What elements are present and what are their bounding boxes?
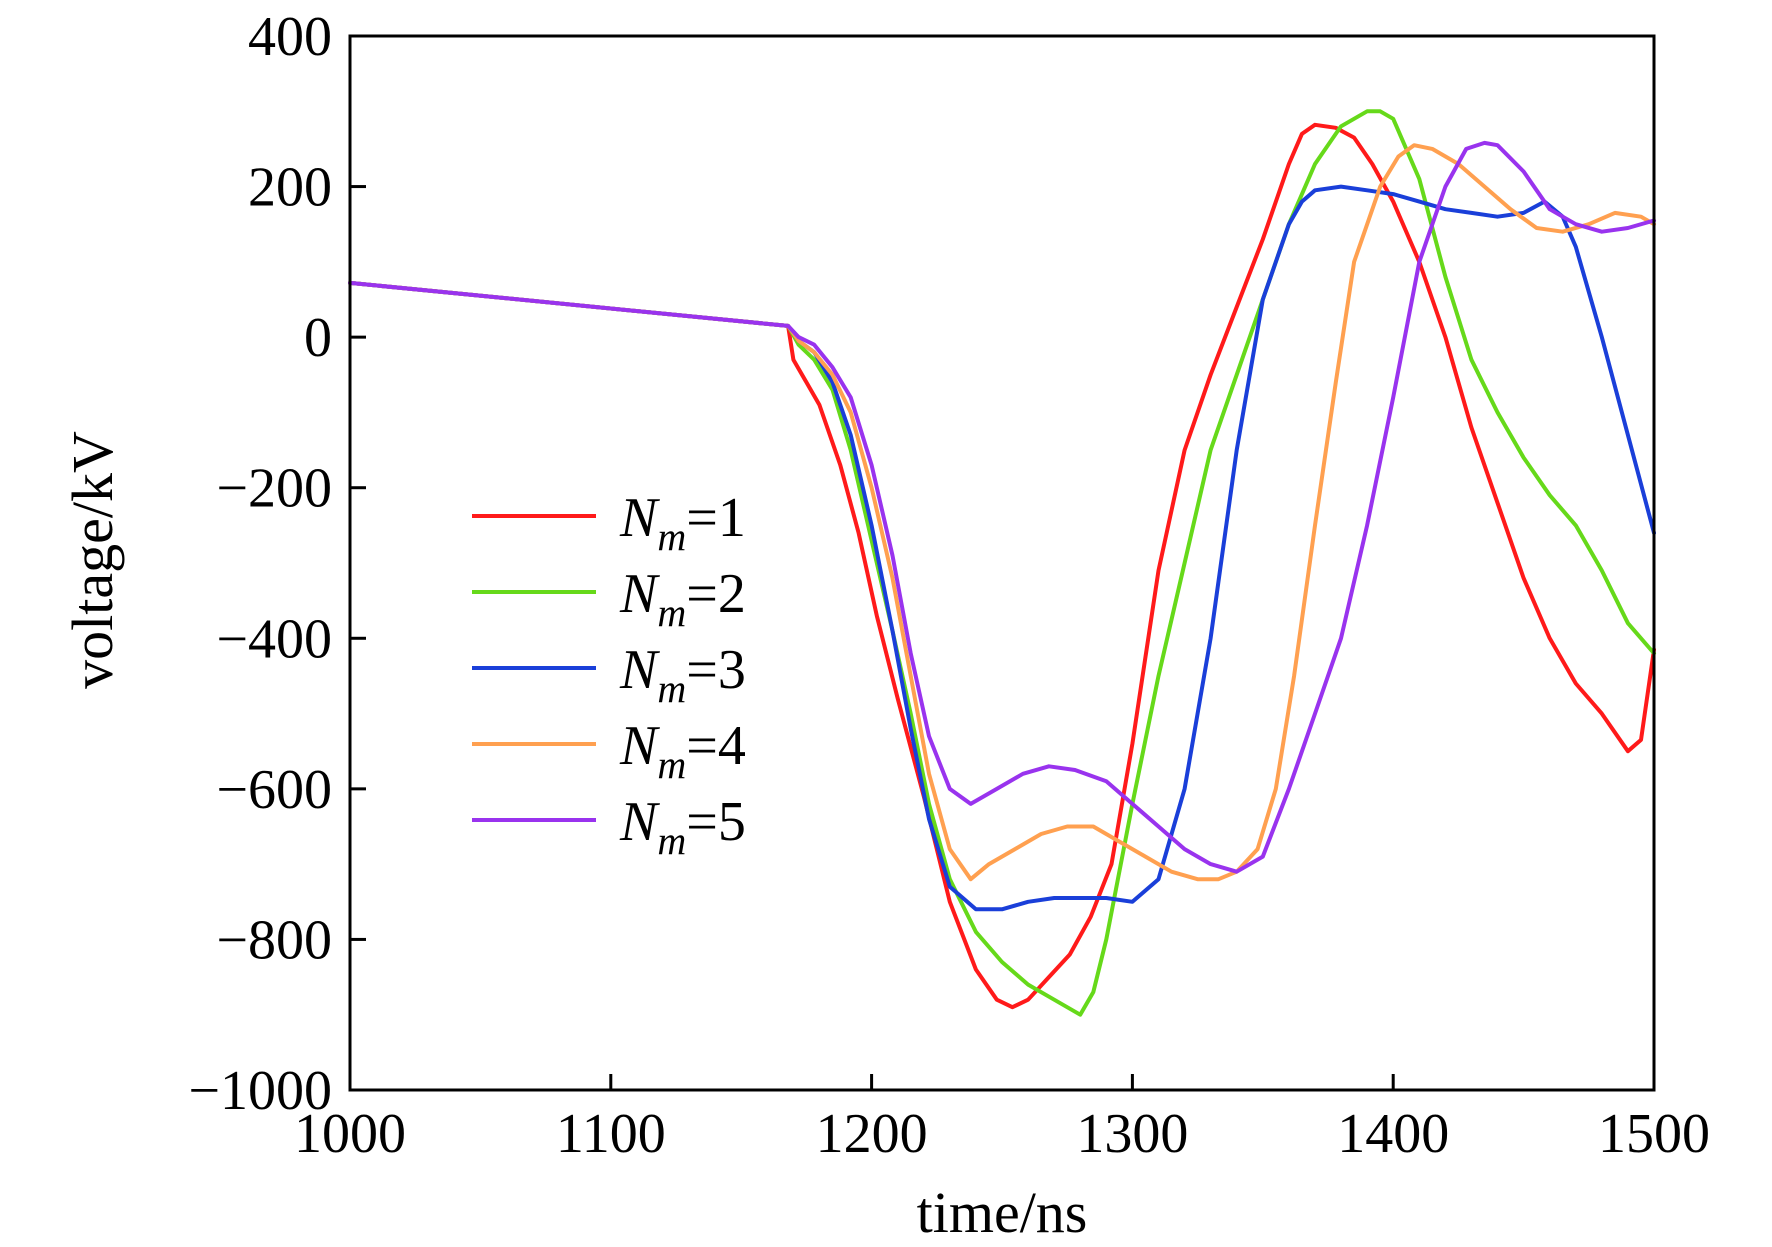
legend-subscript: m [657,666,686,711]
y-tick-label: −600 [216,759,332,821]
y-tick-label: −400 [216,608,332,670]
y-tick-label: −800 [216,909,332,971]
legend-subscript: m [657,742,686,787]
x-tick-label: 1100 [556,1103,666,1165]
series-line-5 [348,140,1656,874]
series-line-4 [348,143,1656,882]
legend-entry-1: Nm=1 [619,487,746,559]
y-tick-label: 0 [304,307,332,369]
legend-entry-5: Nm=5 [619,791,746,863]
legend-symbol: N [619,563,660,625]
legend-entry-3: Nm=3 [619,639,746,711]
legend-value: =5 [686,791,746,853]
x-tick-label: 1200 [816,1103,928,1165]
y-axis-title: voltage/kV [60,431,125,689]
plot-frame [348,34,1656,1092]
axis-ticks [348,34,1656,1092]
x-tick-label: 1300 [1076,1103,1188,1165]
x-axis-title: time/ns [917,1180,1088,1245]
series-line-1 [348,122,1656,1010]
legend-symbol: N [619,487,660,549]
legend-subscript: m [657,514,686,559]
series-line-3 [348,184,1656,912]
legend-value: =1 [686,487,746,549]
legend-symbol: N [619,715,660,777]
x-tick-label: 1000 [294,1103,406,1165]
legend-value: =4 [686,715,746,777]
tick-labels: 1000 1100 1200 1300 1400 1500 400 200 0 −200 −400 −… [188,6,1710,1165]
y-tick-label: −1000 [188,1060,332,1122]
legend-entry-4: Nm=4 [619,715,746,787]
x-tick-label: 1500 [1598,1103,1710,1165]
y-tick-label: 400 [248,6,332,68]
series-lines [348,109,1656,1017]
legend-subscript: m [657,818,686,863]
legend-subscript: m [657,590,686,635]
legend-entry-2: Nm=2 [619,563,746,635]
legend-symbol: N [619,791,660,853]
legend-value: =2 [686,563,746,625]
legend: Nm=1Nm=2Nm=3Nm=4Nm=5 [472,487,746,863]
series-line-2 [348,109,1656,1017]
legend-value: =3 [686,639,746,701]
x-tick-label: 1400 [1337,1103,1449,1165]
legend-symbol: N [619,639,660,701]
y-tick-label: −200 [216,458,332,520]
y-tick-label: 200 [248,157,332,219]
